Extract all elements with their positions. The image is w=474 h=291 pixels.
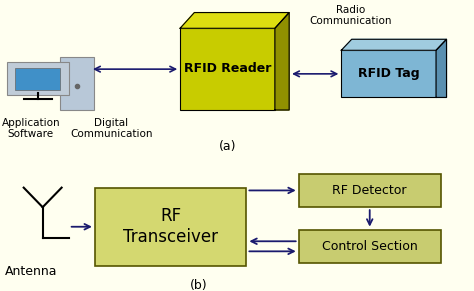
FancyBboxPatch shape (15, 68, 60, 90)
FancyBboxPatch shape (60, 57, 94, 110)
Polygon shape (275, 13, 289, 110)
Text: (b): (b) (190, 279, 208, 291)
Text: Radio
Communication: Radio Communication (310, 5, 392, 26)
Polygon shape (436, 39, 447, 97)
FancyBboxPatch shape (299, 230, 441, 263)
Text: (a): (a) (219, 140, 236, 153)
FancyBboxPatch shape (299, 174, 441, 207)
Text: RFID Tag: RFID Tag (358, 67, 419, 79)
Text: RF Detector: RF Detector (332, 184, 407, 197)
Text: RFID Reader: RFID Reader (184, 62, 271, 75)
Text: Digital
Communication: Digital Communication (70, 118, 153, 139)
FancyBboxPatch shape (341, 50, 436, 97)
FancyBboxPatch shape (180, 28, 275, 110)
Text: RF
Transceiver: RF Transceiver (123, 207, 218, 246)
Text: Application
Software: Application Software (1, 118, 60, 139)
Text: Control Section: Control Section (322, 240, 418, 253)
Polygon shape (341, 39, 447, 50)
FancyBboxPatch shape (7, 62, 69, 95)
Text: Antenna: Antenna (5, 265, 57, 278)
FancyBboxPatch shape (95, 188, 246, 266)
Polygon shape (180, 13, 289, 28)
